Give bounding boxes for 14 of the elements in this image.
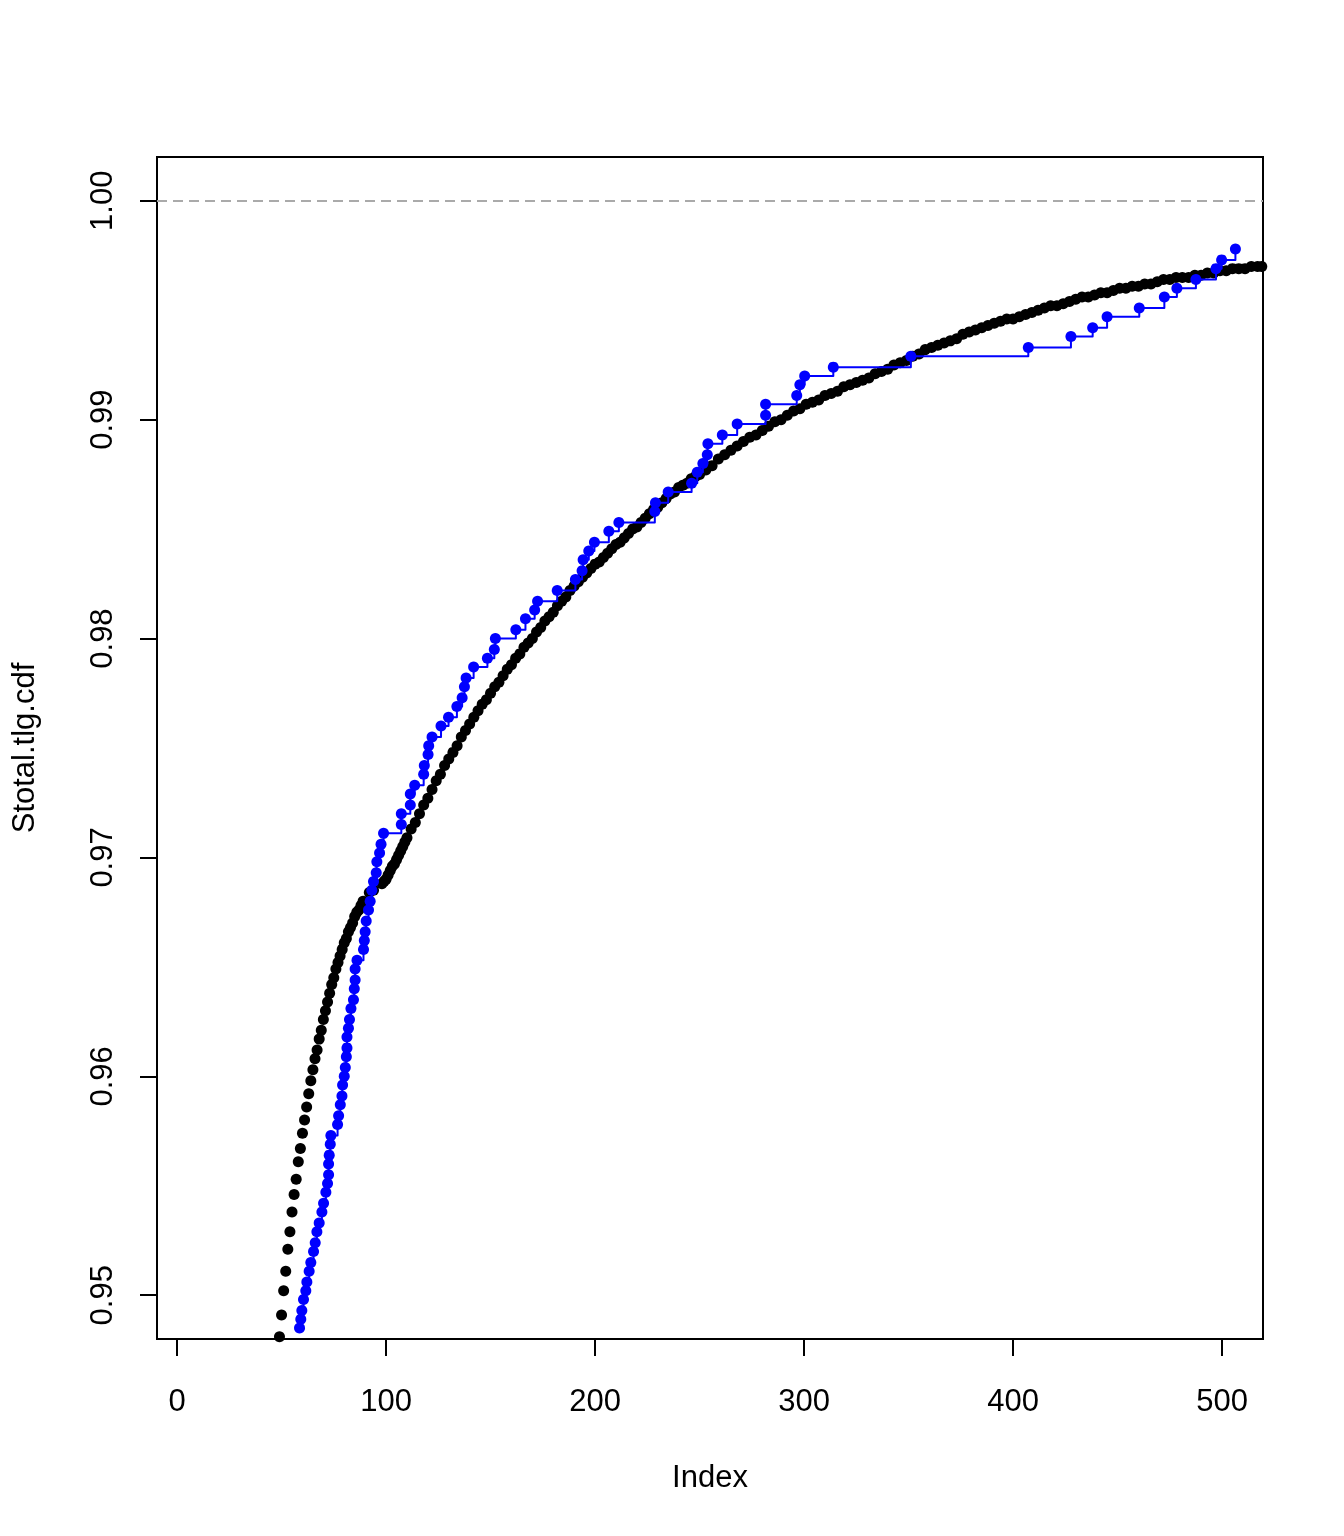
x-tick-label: 500	[1196, 1383, 1248, 1418]
x-tick-label: 300	[778, 1383, 830, 1418]
x-axis-title: Index	[672, 1459, 749, 1494]
y-tick-label: 0.99	[84, 389, 119, 450]
y-tick-label: 0.98	[84, 608, 119, 669]
x-tick-label: 0	[168, 1383, 186, 1418]
y-axis-title: Stotal.tlg.cdf	[6, 662, 41, 834]
y-tick-label: 0.97	[84, 827, 119, 888]
x-tick-label: 400	[987, 1383, 1039, 1418]
y-tick-label: 1.00	[84, 170, 119, 231]
y-tick-label: 0.95	[84, 1265, 119, 1326]
y-tick-label: 0.96	[84, 1046, 119, 1107]
x-tick-label: 200	[569, 1383, 621, 1418]
x-tick-label: 100	[360, 1383, 412, 1418]
